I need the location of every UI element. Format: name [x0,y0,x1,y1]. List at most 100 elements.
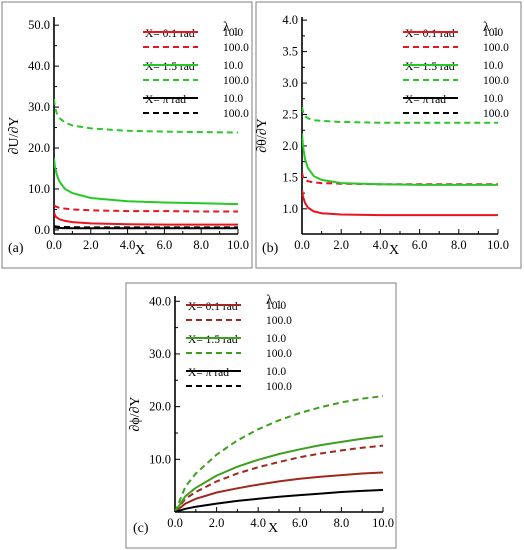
x-tick-label: 8.0 [193,238,209,252]
y-tick-label: 2.5 [282,107,298,121]
y-tick-label: 1.0 [282,202,298,216]
series-line-1 [54,212,238,226]
panel-frame [255,1,522,269]
x-tick-label: 4.0 [120,238,136,252]
x-axis-label: X [268,521,278,536]
legend-entry-label: 10.0 [223,60,243,72]
y-axis-label: ∂θ/∂Y [255,118,270,153]
legend-group-label: X= π rad [405,94,446,106]
x-tick-label: 6.0 [292,516,308,530]
x-tick-label: 8.0 [451,238,467,252]
legend-entry-label: 10.0 [483,27,503,39]
y-tick-label: 50.0 [28,18,50,32]
x-tick-label: 0.0 [167,516,183,530]
legend-title-subscript: 1 [493,26,499,38]
y-tick-label: 20.0 [149,400,171,414]
legend-title-subscript: 1 [276,299,282,311]
legend-entry-label: 100.0 [483,42,509,54]
legend-entry-label: 100.0 [223,75,249,87]
y-tick-label: 10.0 [28,182,50,196]
y-tick-label: 30.0 [149,347,171,361]
x-tick-label: 0.0 [294,238,310,252]
legend-group-label: X= 1.5 rad [405,61,455,73]
series-line-5 [175,488,384,512]
legend-entry-label: 100.0 [266,381,292,393]
x-tick-label: 2.0 [333,238,349,252]
legend: λ 1 X= 0.1 rad 10.0 100.0 X= 1.5 rad 10.0 100.0… [186,293,292,393]
x-tick-label: 6.0 [157,238,173,252]
legend-title: λ [483,20,490,35]
y-tick-label: 40.0 [28,59,50,73]
legend-entry-label: 100.0 [266,348,292,360]
legend-group-label: X= 0.1 rad [405,28,455,40]
series-line-2 [302,172,498,186]
series-line-3 [302,133,498,186]
legend-group-label: X= 1.5 rad [188,334,238,346]
x-tick-label: 4.0 [250,516,266,530]
y-tick-label: 2.0 [282,139,298,153]
legend-entry-label: 100.0 [483,75,509,87]
x-axis-label: X [135,243,145,258]
y-axis-label: ∂ϕ/∂Y [128,396,143,431]
legend: λ 1 X= 0.1 rad 10.0 100.0 X= 1.5 rad 10.0 100.0… [143,20,249,120]
legend-entry-label: 100.0 [223,108,249,120]
x-tick-label: 10.0 [487,238,509,252]
x-tick-label: 2.0 [83,238,99,252]
legend-group-label: X= 1.5 rad [145,61,195,73]
series-line-4 [175,395,384,512]
legend-group-label: X= 0.1 rad [145,28,195,40]
legend-entry-label: 10.0 [266,333,286,345]
panel-c: 0.0 2.0 4.0 6.0 8.0 10.0 X 10.0 20.0 30.0 40.0 ∂ϕ/∂… [125,282,397,549]
legend-entry-label: 10.0 [266,300,286,312]
legend-entry-label: 100.0 [483,108,509,120]
legend-entry-label: 10.0 [266,366,286,378]
y-tick-label: 4.0 [282,13,298,27]
series-line-4 [302,106,498,124]
x-tick-label: 2.0 [209,516,225,530]
legend-group-label: X= π rad [145,94,186,106]
y-tick-label: 20.0 [28,141,50,155]
legend-entry-label: 10.0 [223,93,243,105]
y-tick-label: 30.0 [28,100,50,114]
y-tick-label: 10.0 [149,452,171,466]
legend-entry-label: 10.0 [483,93,503,105]
x-tick-label: 10.0 [227,238,249,252]
x-tick-label: 8.0 [334,516,350,530]
legend-entry-label: 100.0 [266,315,292,327]
x-tick-label: 4.0 [373,238,389,252]
panel-frame [125,282,397,549]
y-tick-label: 40.0 [149,294,171,308]
series-line-1 [175,471,384,512]
panel-label: (c) [133,521,149,536]
x-axis-label: X [389,243,399,258]
y-axis-label: ∂U/∂Y [7,117,22,155]
y-tick-label: 0.0 [34,223,50,237]
panel-label: (b) [262,241,279,256]
panel-a: 0.0 2.0 4.0 6.0 8.0 10.0 X 0.0 10.0 20.0 30.0 40.0 5… [1,1,253,269]
legend: λ 1 X= 0.1 rad 10.0 100.0 X= 1.5 rad 10.0 100.0… [403,20,509,120]
y-tick-label: 3.5 [282,45,298,59]
series-line-6 [54,225,238,229]
y-tick-label: 1.5 [282,170,298,184]
legend-entry-label: 100.0 [223,42,249,54]
legend-group-label: X= π rad [188,367,229,379]
series-line-3 [175,435,384,512]
series-line-1 [302,189,498,217]
legend-title: λ [223,20,230,35]
legend-entry-label: 10.0 [223,27,243,39]
x-tick-label: 6.0 [412,238,428,252]
series-line-3 [54,158,239,206]
panel-b: 0.0 2.0 4.0 6.0 8.0 10.0 X 1.0 1.5 2.0 2.5 3.0 3.5 4.… [255,1,522,269]
panel-label: (a) [8,241,24,256]
legend-entry-label: 10.0 [483,60,503,72]
legend-title: λ [266,293,273,308]
legend-title-subscript: 1 [233,26,239,38]
x-tick-label: 0.0 [46,238,62,252]
legend-group-label: X= 0.1 rad [188,301,238,313]
series-line-2 [54,204,238,213]
series-line-4 [54,98,239,134]
y-tick-label: 3.0 [282,76,298,90]
x-tick-label: 10.0 [372,516,394,530]
panel-frame [1,1,253,269]
